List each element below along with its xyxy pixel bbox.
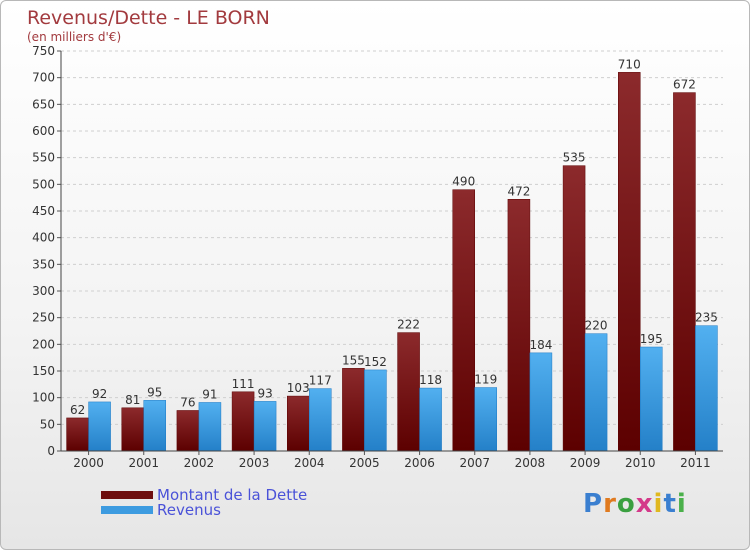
x-tick-label: 2002 [184,456,215,470]
bar-revenue [309,388,332,452]
data-label-debt: 710 [618,57,641,71]
bar-debt [287,395,310,452]
x-tick-label: 2009 [570,456,601,470]
data-label-debt: 103 [287,381,310,395]
data-label-revenue: 91 [202,387,217,401]
data-label-revenue: 235 [695,311,718,325]
bar-debt [231,391,255,452]
y-tick-label: 300 [32,284,55,298]
bar-debt [121,407,144,452]
bar-debt [507,199,531,452]
data-label-debt: 155 [342,353,365,367]
data-label-revenue: 118 [419,373,442,387]
bar-revenue [88,401,111,452]
bar-debt [342,368,365,452]
y-tick-label: 550 [32,151,55,165]
bar-revenue [198,402,222,452]
y-tick-label: 500 [32,177,55,191]
y-tick-label: 250 [32,311,55,325]
y-tick-label: 400 [32,231,55,245]
bar-debt [176,410,200,452]
bar-debt [673,92,696,452]
bar-revenue [143,400,166,452]
grid-lines [61,50,723,425]
chart-title: Revenus/Dette - LE BORN [27,7,270,29]
x-tick-label: 2008 [515,456,546,470]
y-tick-label: 650 [32,97,55,111]
data-label-revenue: 119 [474,373,497,387]
bars [66,72,718,452]
data-label-debt: 62 [70,403,85,417]
x-tick-label: 2006 [404,456,435,470]
data-label-revenue: 184 [529,338,552,352]
x-tick-label: 2004 [294,456,325,470]
y-tick-label: 450 [32,204,55,218]
x-tick-label: 2005 [349,456,380,470]
y-tick-label: 600 [32,124,55,138]
bar-revenue [364,369,387,452]
y-tick-label: 0 [47,444,55,458]
data-label-debt: 490 [452,175,475,189]
x-tick-label: 2001 [128,456,159,470]
legend-swatch-revenue [101,506,153,514]
y-tick-label: 50 [40,417,55,431]
bar-revenue [584,333,608,452]
bar-revenue [640,346,663,452]
x-tick-label: 2007 [459,456,490,470]
data-label-revenue: 220 [585,319,608,333]
legend-label-revenue: Revenus [157,501,221,519]
data-label-debt: 111 [232,377,255,391]
y-tick-label: 750 [32,44,55,58]
data-label-debt: 76 [180,395,195,409]
data-label-debt: 535 [563,151,586,165]
data-label-revenue: 92 [92,387,107,401]
axes [57,50,723,455]
y-tick-label: 150 [32,364,55,378]
bar-revenue [419,387,442,452]
data-label-revenue: 195 [640,332,663,346]
bar-revenue [474,387,497,452]
proxiti-logo: Proxiti [583,489,687,519]
bar-revenue [253,401,277,452]
bar-revenue [529,352,553,452]
data-label-debt: 222 [397,318,420,332]
y-tick-label: 700 [32,71,55,85]
x-tick-label: 2003 [239,456,270,470]
data-label-revenue: 95 [147,385,162,399]
y-tick-label: 350 [32,257,55,271]
data-label-debt: 472 [507,184,530,198]
bar-debt [397,332,420,452]
y-tick-label: 200 [32,337,55,351]
data-label-revenue: 117 [309,374,332,388]
data-label-revenue: 93 [257,386,272,400]
y-tick-label: 100 [32,391,55,405]
legend-swatch-debt [101,491,153,499]
x-tick-label: 2000 [73,456,104,470]
bar-debt [452,189,475,452]
bar-debt [618,72,641,452]
bar-revenue [695,325,718,452]
x-tick-label: 2011 [680,456,711,470]
chart-subtitle: (en milliers d'€) [27,30,122,44]
bar-debt [66,417,89,452]
x-tick-label: 2010 [625,456,656,470]
bar-debt [562,165,586,452]
data-label-debt: 81 [125,393,140,407]
legend-label-debt: Montant de la Dette [157,486,308,504]
data-label-revenue: 152 [364,355,387,369]
labels: 0 50 100 150 200 250 300 350 400 450 500 550 600 650 7… [32,44,718,470]
data-label-debt: 672 [673,78,696,92]
